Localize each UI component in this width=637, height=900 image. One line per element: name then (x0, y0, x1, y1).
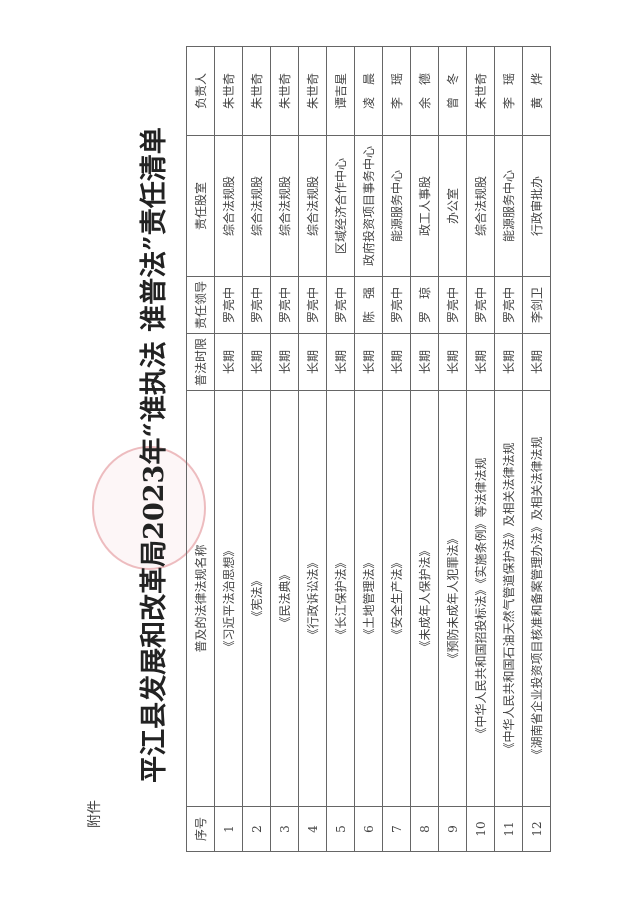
person: 黄 烨 (522, 46, 551, 136)
leader: 罗亮中 (242, 276, 271, 334)
row-index: 3 (270, 806, 299, 852)
header-index: 序号 (186, 806, 215, 852)
leader: 罗亮中 (270, 276, 299, 334)
law-name: 《湖南省企业投资项目核准和备案管理办法》及相关法律法规 (522, 390, 551, 807)
table-row: 6 《土地管理法》 长期陈 强政府投资项目事务中心凌 晨 (354, 46, 383, 852)
department: 综合法规股 (466, 135, 495, 277)
person: 朱世奇 (242, 46, 271, 136)
table-row: 3 《民法典》 长期 罗亮中 综合法规股 朱世奇 (270, 46, 299, 852)
row-index: 4 (298, 806, 327, 852)
law-name: 《中华人民共和国石油天然气管道保护法》及相关法律法规 (494, 390, 523, 807)
law-name: 《预防未成年人犯罪法》 (438, 390, 467, 807)
person: 余 德 (410, 46, 439, 136)
period: 长期 (298, 333, 327, 391)
header-law-name: 普及的法律法规名称 (186, 390, 215, 807)
responsibility-table: 序号 普及的法律法规名称 普法时限 责任领导 责任股室 负责人 1 《习近平法治思… (186, 46, 551, 852)
law-name: 《宪法》 (242, 390, 271, 807)
table-row: 2 《宪法》 长期 罗亮中 综合法规股 朱世奇 (242, 46, 271, 852)
row-index: 9 (438, 806, 467, 852)
department: 综合法规股 (298, 135, 327, 277)
period: 长期 (466, 333, 495, 391)
leader: 李剑卫 (522, 276, 551, 334)
table-row: 9 《预防未成年人犯罪法》 长期 罗亮中 办公室曾 冬 (438, 46, 467, 852)
header-department: 责任股室 (186, 135, 215, 277)
leader: 罗 琼 (410, 276, 439, 334)
leader: 罗亮中 (382, 276, 411, 334)
header-person: 负责人 (186, 46, 215, 136)
period: 长期 (438, 333, 467, 391)
table-row: 5 《长江保护法》 长期 罗亮中 区域经济合作中心 谭吉星 (326, 46, 355, 852)
law-name: 《中华人民共和国招投标法》《实施条例》等法律法规 (466, 390, 495, 807)
leader: 罗亮中 (214, 276, 243, 334)
table-row: 1 《习近平法治思想》 长期 罗亮中 综合法规股 朱世奇 (214, 46, 243, 852)
department: 能源服务中心 (382, 135, 411, 277)
law-name: 《民法典》 (270, 390, 299, 807)
person: 李 瑶 (382, 46, 411, 136)
row-index: 11 (494, 806, 523, 852)
department: 区域经济合作中心 (326, 135, 355, 277)
law-name: 《行政诉讼法》 (298, 390, 327, 807)
leader: 罗亮中 (466, 276, 495, 334)
law-name: 《安全生产法》 (382, 390, 411, 807)
department: 能源服务中心 (494, 135, 523, 277)
row-index: 2 (242, 806, 271, 852)
leader: 罗亮中 (438, 276, 467, 334)
person: 朱世奇 (270, 46, 299, 136)
period: 长期 (242, 333, 271, 391)
row-index: 7 (382, 806, 411, 852)
row-index: 1 (214, 806, 243, 852)
person: 李 瑶 (494, 46, 523, 136)
row-index: 10 (466, 806, 495, 852)
period: 长期 (326, 333, 355, 391)
period: 长期 (494, 333, 523, 391)
document-title: 平江县发展和改革局2023年“谁执法 谁普法”责任清单 (139, 127, 170, 783)
row-index: 6 (354, 806, 383, 852)
table-row: 12 《湖南省企业投资项目核准和备案管理办法》及相关法律法规 长期 李剑卫 行政审批办黄… (522, 46, 551, 852)
period: 长期 (214, 333, 243, 391)
table-row: 4 《行政诉讼法》 长期 罗亮中 综合法规股 朱世奇 (298, 46, 327, 852)
department: 综合法规股 (270, 135, 299, 277)
law-name: 《未成年人保护法》 (410, 390, 439, 807)
period: 长期 (382, 333, 411, 391)
table-header-row: 序号 普及的法律法规名称 普法时限 责任领导 责任股室 负责人 (186, 46, 215, 852)
row-index: 5 (326, 806, 355, 852)
leader: 罗亮中 (326, 276, 355, 334)
department: 行政审批办 (522, 135, 551, 277)
department: 综合法规股 (214, 135, 243, 277)
department: 综合法规股 (242, 135, 271, 277)
person: 谭吉星 (326, 46, 355, 136)
leader: 罗亮中 (298, 276, 327, 334)
period: 长期 (270, 333, 299, 391)
leader: 陈 强 (354, 276, 383, 334)
person: 朱世奇 (298, 46, 327, 136)
header-leader: 责任领导 (186, 276, 215, 334)
department: 政府投资项目事务中心 (354, 135, 383, 277)
department: 办公室 (438, 135, 467, 277)
table-row: 7 《安全生产法》 长期 罗亮中 能源服务中心李 瑶 (382, 46, 411, 852)
law-name: 《长江保护法》 (326, 390, 355, 807)
law-name: 《土地管理法》 (354, 390, 383, 807)
leader: 罗亮中 (494, 276, 523, 334)
person: 朱世奇 (466, 46, 495, 136)
person: 朱世奇 (214, 46, 243, 136)
person: 凌 晨 (354, 46, 383, 136)
table-row: 10 《中华人民共和国招投标法》《实施条例》等法律法规 长期 罗亮中 综合法规股 朱世奇 (466, 46, 495, 852)
attachment-label: 附件 (87, 800, 103, 828)
period: 长期 (522, 333, 551, 391)
header-period: 普法时限 (186, 333, 215, 391)
row-index: 12 (522, 806, 551, 852)
period: 长期 (354, 333, 383, 391)
person: 曾 冬 (438, 46, 467, 136)
period: 长期 (410, 333, 439, 391)
table-row: 8 《未成年人保护法》 长期罗 琼政工人事股余 德 (410, 46, 439, 852)
law-name: 《习近平法治思想》 (214, 390, 243, 807)
table-row: 11 《中华人民共和国石油天然气管道保护法》及相关法律法规 长期 罗亮中 能源服务中心李… (494, 46, 523, 852)
row-index: 8 (410, 806, 439, 852)
department: 政工人事股 (410, 135, 439, 277)
